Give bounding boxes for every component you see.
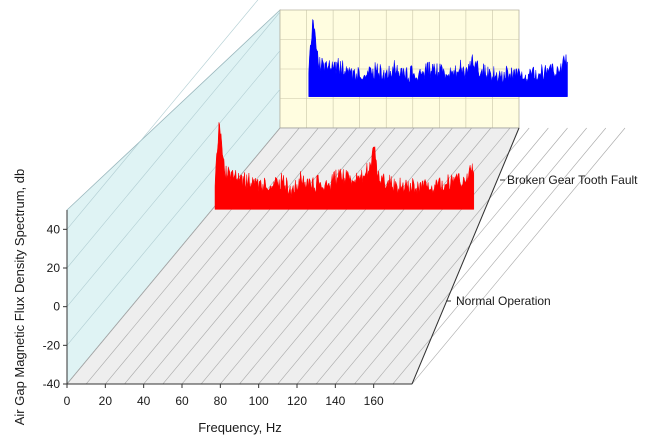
floor-grid-line xyxy=(315,127,530,385)
floor-grid-line xyxy=(220,127,434,385)
floor-grid-line xyxy=(296,127,511,385)
x-tick-label: 60 xyxy=(175,394,189,408)
floor-grid-line xyxy=(143,127,357,385)
floor-grid-line xyxy=(85,127,300,385)
floor-grid-line xyxy=(392,127,607,385)
x-axis-title: Frequency, Hz xyxy=(198,420,282,435)
floor-grid-line xyxy=(124,127,338,385)
series-label-normal-operation: Normal Operation xyxy=(456,294,551,308)
floor-grid-line xyxy=(181,127,396,385)
x-tick-label: 40 xyxy=(137,394,151,408)
floor-grid-line xyxy=(335,127,549,385)
side-grid-line xyxy=(66,11,281,269)
y-axis-title: Air Gap Magnetic Flux Density Spectrum, … xyxy=(12,169,27,426)
y-tick-label: 20 xyxy=(47,261,61,275)
y-tick-label: 40 xyxy=(47,222,61,236)
floor-grid-line xyxy=(354,127,568,385)
x-tick-label: 20 xyxy=(99,394,113,408)
x-tick-label: 160 xyxy=(364,394,384,408)
series-label-broken-gear-tooth-fault: Broken Gear Tooth Fault xyxy=(507,173,638,187)
floor-grid-line xyxy=(239,127,453,385)
side-grid-line xyxy=(66,89,281,346)
x-tick-label: 0 xyxy=(64,394,71,408)
side-grid-line xyxy=(66,50,281,307)
depth-axis-line xyxy=(411,127,520,385)
x-tick-label: 100 xyxy=(249,394,269,408)
y-axis-ticks: -40 -20 0 20 40 xyxy=(43,222,67,391)
floor-grid-line xyxy=(66,127,281,385)
floor-grid-line xyxy=(258,127,472,385)
x-tick-label: 80 xyxy=(214,394,228,408)
series-area-normal-operation xyxy=(214,122,475,210)
floor-grid-line xyxy=(373,127,587,385)
x-tick-label: 120 xyxy=(287,394,307,408)
y-tick-label: -40 xyxy=(43,377,61,391)
y-tick-label: -20 xyxy=(43,338,61,352)
y-tick-label: 0 xyxy=(53,300,60,314)
floor-grid-line xyxy=(411,127,626,385)
floor-grid-line xyxy=(277,127,492,385)
series-area-broken-gear-tooth-fault xyxy=(308,18,568,97)
x-tick-label: 140 xyxy=(325,394,345,408)
series-broken-gear-tooth-fault xyxy=(308,18,568,97)
x-axis-ticks: 0 20 40 60 80 100 120 140 160 xyxy=(64,384,384,408)
series-normal-operation xyxy=(214,122,475,210)
side-grid-line xyxy=(66,0,259,230)
floor-grid-line xyxy=(105,127,319,385)
